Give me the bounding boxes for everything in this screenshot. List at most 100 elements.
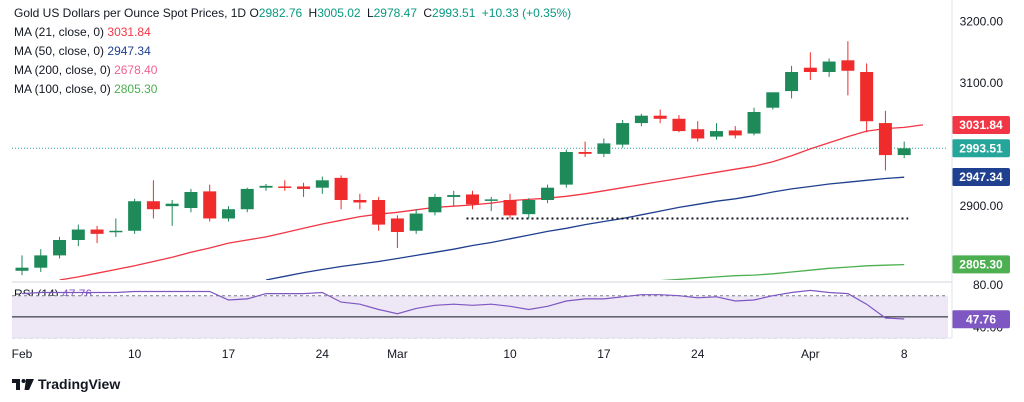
candle-body xyxy=(240,188,254,210)
low-value: 2978.47 xyxy=(373,6,418,20)
rsi-axis-tick: 80.00 xyxy=(973,278,1003,292)
high-value: 3005.02 xyxy=(317,6,361,20)
ma100-row: MA (100, close, 0) 2805.30 xyxy=(14,80,574,99)
high-key: H xyxy=(308,6,318,20)
candle-body xyxy=(428,196,442,213)
candle-body xyxy=(634,115,648,124)
candle-body xyxy=(71,229,85,240)
candle-body xyxy=(128,201,142,231)
candle-body xyxy=(53,240,67,256)
price-axis-tick: 3100.00 xyxy=(960,76,1004,90)
candle-body xyxy=(165,203,179,207)
time-axis-tick: Mar xyxy=(387,347,408,361)
rsi-axis-label: 47.76 xyxy=(966,312,996,326)
time-axis-tick: Feb xyxy=(12,347,33,361)
time-axis-tick: 17 xyxy=(597,347,611,361)
candle-body xyxy=(691,129,705,139)
candle-body xyxy=(672,118,686,132)
chart-legend: Gold US Dollars per Ounce Spot Prices, 1… xyxy=(14,4,574,99)
candle-body xyxy=(653,115,667,119)
ma50-label: MA (50, close, 0) xyxy=(14,44,105,58)
candle-body xyxy=(522,200,536,215)
ma-line-2 xyxy=(265,176,905,280)
candle-body xyxy=(221,209,235,219)
ma21-axis-label: 3031.84 xyxy=(959,118,1003,132)
tradingview-wordmark: TradingView xyxy=(38,376,121,392)
candle-body xyxy=(559,152,573,185)
ma50-axis-label: 2947.34 xyxy=(959,170,1003,184)
ma50-row: MA (50, close, 0) 2947.34 xyxy=(14,42,574,61)
price-axis-tick: 3200.00 xyxy=(960,15,1004,29)
ma200-label: MA (200, close, 0) xyxy=(14,63,111,77)
ma50-axis-label-bg xyxy=(952,168,1010,187)
candle-body xyxy=(465,194,479,205)
time-axis-tick: 10 xyxy=(503,347,517,361)
candle-body xyxy=(259,185,273,188)
candle-body xyxy=(34,255,48,268)
candle-body xyxy=(146,201,160,210)
rsi-axis-label-bg xyxy=(952,310,1010,329)
candle-body xyxy=(484,199,498,201)
candle-body xyxy=(503,200,517,216)
last-price-axis-label: 2993.51 xyxy=(959,141,1003,155)
ma100-label: MA (100, close, 0) xyxy=(14,82,111,96)
candle-body xyxy=(315,180,329,188)
rsi-line xyxy=(21,289,905,320)
candle-body xyxy=(15,267,29,271)
close-key: C xyxy=(423,6,433,20)
close-value: 2993.51 xyxy=(432,6,476,20)
candle-body xyxy=(409,213,423,231)
candle-body xyxy=(390,218,404,232)
time-axis-tick: Apr xyxy=(801,347,820,361)
candle-body xyxy=(860,72,874,122)
candle-body xyxy=(728,130,742,136)
time-axis-tick: 24 xyxy=(691,347,705,361)
ma50-value: 2947.34 xyxy=(107,44,151,58)
ma21-label: MA (21, close, 0) xyxy=(14,25,105,39)
price-plot-group xyxy=(15,41,924,280)
open-value: 2982.76 xyxy=(258,6,303,20)
candle-body xyxy=(278,186,292,188)
ma21-row: MA (21, close, 0) 3031.84 xyxy=(14,23,574,42)
price-chart[interactable]: 3200.00 3100.00 2900.00 3031.84 2993.51 2947.… xyxy=(0,0,1024,370)
price-axis-tick: 2900.00 xyxy=(960,199,1004,213)
ma21-axis-label-bg xyxy=(952,116,1010,135)
candle-body xyxy=(747,112,761,134)
candle-body xyxy=(184,192,198,208)
ma21-value: 3031.84 xyxy=(107,25,151,39)
candle-body xyxy=(203,191,217,219)
candle-body xyxy=(334,177,348,200)
candle-body xyxy=(109,230,123,233)
time-axis-tick: 24 xyxy=(316,347,330,361)
candle-body xyxy=(616,123,630,145)
ma100-value: 2805.30 xyxy=(114,82,158,96)
candle-body xyxy=(447,195,461,197)
candle-body xyxy=(841,60,855,71)
change-value: +10.33 (+0.35%) xyxy=(481,6,572,20)
candle-body xyxy=(897,148,911,156)
time-axis-tick: 10 xyxy=(128,347,142,361)
candle-body xyxy=(803,67,817,72)
candle-body xyxy=(353,200,367,203)
open-key: O xyxy=(249,6,259,20)
ma100-axis-label: 2805.30 xyxy=(959,257,1003,271)
ma200-row: MA (200, close, 0) 2678.40 xyxy=(14,61,574,80)
tradingview-icon xyxy=(12,379,34,390)
ma200-value: 2678.40 xyxy=(114,63,158,77)
candle-body xyxy=(822,61,836,72)
candle-body xyxy=(785,72,799,92)
candle-body xyxy=(372,200,386,225)
candle-body xyxy=(878,123,892,156)
symbol-title: Gold US Dollars per Ounce Spot Prices, 1… xyxy=(14,6,247,20)
candle-body xyxy=(578,152,592,154)
candle-body xyxy=(709,131,723,137)
ohlc-row: Gold US Dollars per Ounce Spot Prices, 1… xyxy=(14,4,574,23)
candle-body xyxy=(90,229,104,234)
tradingview-logo: TradingView xyxy=(12,376,120,392)
candle-body xyxy=(766,92,780,108)
candle-body xyxy=(597,143,611,154)
low-key: L xyxy=(366,6,374,20)
time-axis-tick: 17 xyxy=(222,347,236,361)
candle-body xyxy=(541,187,555,200)
ma-line-3 xyxy=(659,263,905,280)
